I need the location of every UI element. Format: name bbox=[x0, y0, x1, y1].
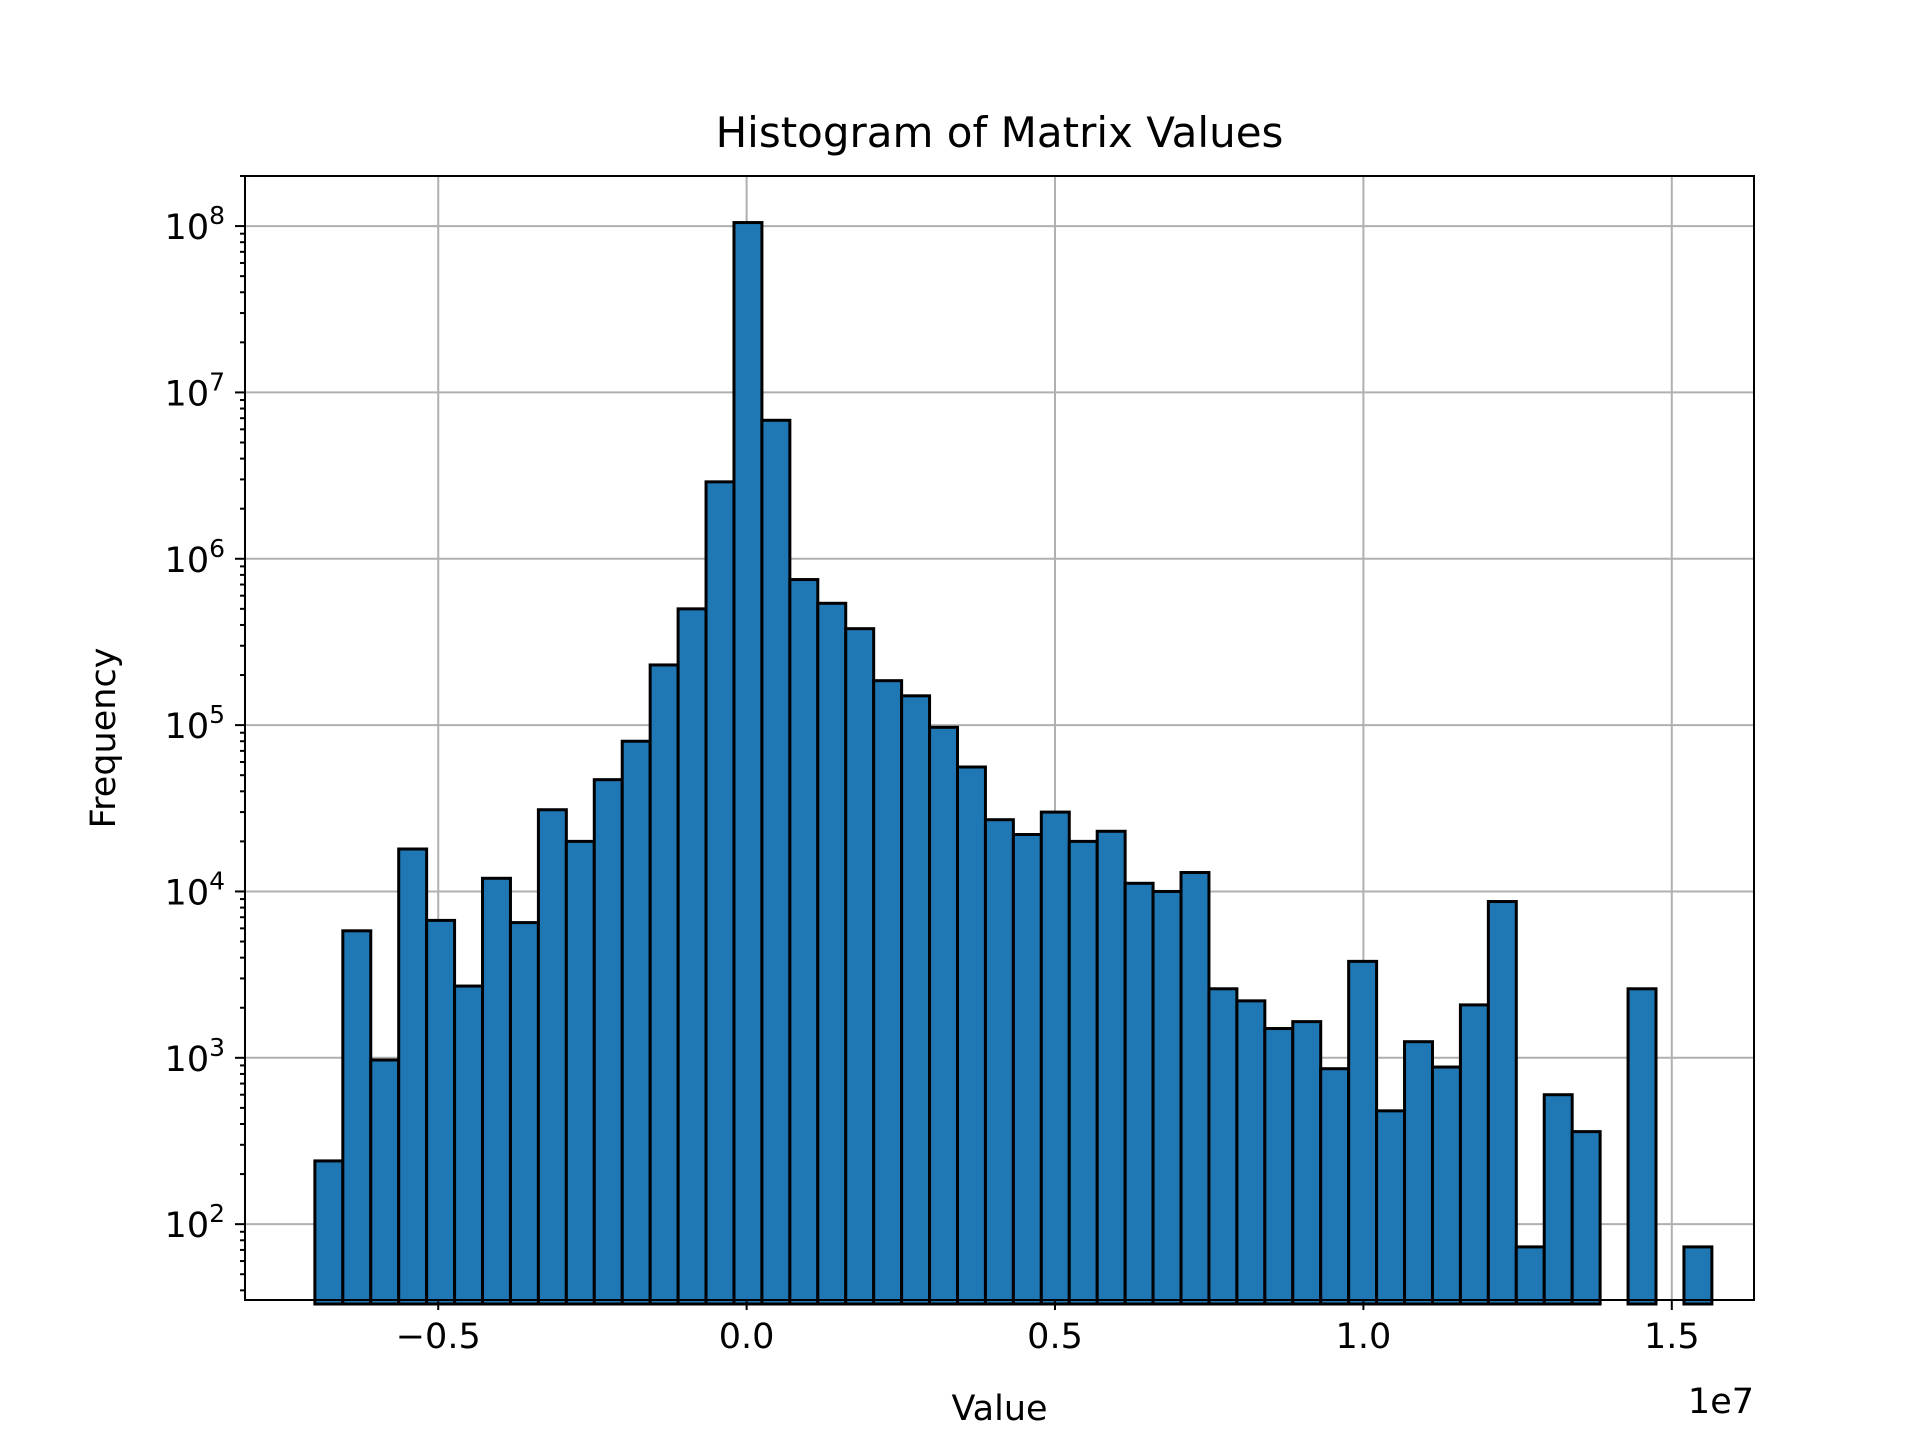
histogram-bar bbox=[564, 839, 596, 1306]
x-tick-label: −0.5 bbox=[396, 1317, 481, 1357]
histogram-bar bbox=[983, 818, 1015, 1306]
histogram-bar bbox=[816, 601, 848, 1306]
histogram-bar bbox=[1347, 959, 1379, 1306]
histogram-bar bbox=[1570, 1130, 1602, 1306]
histogram-bar bbox=[732, 221, 764, 1306]
y-tick-label: 104 bbox=[165, 866, 225, 913]
histogram-bar bbox=[1319, 1067, 1351, 1306]
x-axis-label: Value bbox=[951, 1389, 1047, 1429]
histogram-bar bbox=[648, 663, 680, 1306]
histogram-bar bbox=[1235, 999, 1267, 1306]
histogram-bar bbox=[1151, 889, 1183, 1306]
histogram-bar bbox=[341, 929, 373, 1306]
histogram-bar bbox=[676, 607, 708, 1306]
histogram-bar bbox=[481, 876, 512, 1306]
histogram-bar bbox=[1375, 1109, 1407, 1306]
histogram-bar bbox=[1291, 1020, 1323, 1306]
histogram-bar bbox=[536, 808, 568, 1306]
histogram-bar bbox=[1514, 1245, 1546, 1306]
histogram-bar bbox=[760, 418, 792, 1306]
x-tick-label: 1.5 bbox=[1644, 1317, 1700, 1357]
histogram-bar bbox=[900, 694, 932, 1306]
histogram-bar bbox=[844, 627, 876, 1306]
histogram-bar bbox=[872, 679, 904, 1306]
histogram-bar bbox=[369, 1058, 401, 1306]
histogram-bar bbox=[1263, 1027, 1295, 1306]
histogram-bar bbox=[508, 921, 540, 1306]
x-offset-label: 1e7 bbox=[1688, 1382, 1754, 1422]
y-tick-label: 105 bbox=[165, 700, 225, 747]
histogram-bar bbox=[1179, 871, 1211, 1306]
bars-layer bbox=[313, 221, 1714, 1306]
histogram-bar bbox=[1011, 833, 1043, 1306]
histogram-bar bbox=[1682, 1245, 1714, 1306]
histogram-bar bbox=[788, 578, 820, 1306]
x-tick-label: 1.0 bbox=[1336, 1317, 1392, 1357]
y-tick-label: 107 bbox=[165, 367, 225, 414]
x-tick-label: 0.5 bbox=[1027, 1317, 1083, 1357]
histogram-bar bbox=[1207, 987, 1239, 1306]
histogram-bar bbox=[928, 725, 959, 1306]
axes-frame bbox=[244, 175, 1755, 1301]
histogram-bar bbox=[1626, 987, 1658, 1306]
histogram-bar bbox=[313, 1159, 345, 1306]
histogram-bar bbox=[1486, 900, 1518, 1306]
histogram-bar bbox=[1067, 839, 1099, 1306]
histogram-bar bbox=[620, 739, 652, 1306]
histogram-bar bbox=[1095, 829, 1127, 1306]
ticks-layer: −0.5 0.0 0.5 1.0 1.5 102 103 104 105 106 107 108 bbox=[165, 175, 1700, 1357]
histogram-bar bbox=[1123, 881, 1155, 1306]
y-tick-label: 103 bbox=[165, 1033, 225, 1080]
y-tick-label: 102 bbox=[165, 1199, 225, 1246]
histogram-bar bbox=[1458, 1003, 1490, 1306]
y-axis-label: Frequency bbox=[84, 648, 124, 829]
histogram-bar bbox=[1403, 1040, 1434, 1306]
histogram-bar bbox=[1039, 810, 1071, 1306]
histogram-bar bbox=[704, 480, 736, 1306]
histogram-bar bbox=[955, 765, 987, 1306]
histogram-bar bbox=[397, 847, 429, 1306]
histogram-bar bbox=[453, 984, 485, 1306]
chart-title: Histogram of Matrix Values bbox=[716, 108, 1284, 157]
y-tick-label: 108 bbox=[165, 201, 225, 248]
histogram-bar bbox=[592, 778, 624, 1306]
histogram-bar bbox=[425, 918, 457, 1306]
histogram-bar bbox=[1542, 1093, 1574, 1306]
histogram-bar bbox=[1430, 1065, 1462, 1306]
x-tick-label: 0.0 bbox=[719, 1317, 775, 1357]
y-tick-label: 106 bbox=[165, 534, 225, 581]
